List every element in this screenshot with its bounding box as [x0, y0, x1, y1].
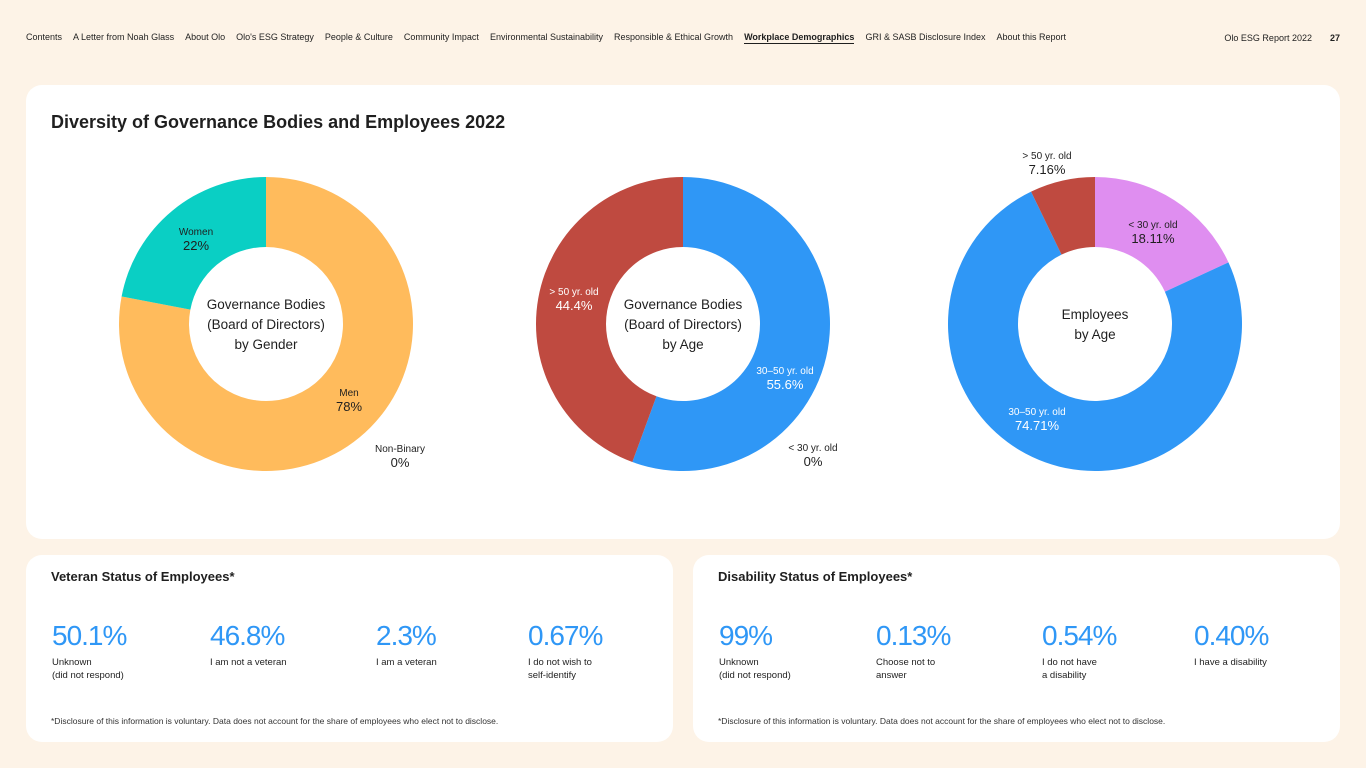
donut-center-label: (Board of Directors)	[624, 317, 742, 332]
donut-slice-1	[118, 177, 413, 471]
nav-item-esg-strategy[interactable]: Olo's ESG Strategy	[236, 32, 314, 42]
nav-item-workplace-demographics[interactable]: Workplace Demographics	[744, 32, 855, 44]
slice-label: < 30 yr. old	[788, 443, 837, 454]
stat-value: 0.40%	[1194, 620, 1269, 651]
slice-value-label: 0%	[804, 454, 823, 469]
nav-item-environmental[interactable]: Environmental Sustainability	[489, 32, 603, 42]
stat-label: Unknown (did not respond)	[719, 657, 791, 681]
slice-value-label: 78%	[336, 399, 362, 414]
stat-label: I do not have a disability	[1042, 657, 1097, 681]
veteran-title: Veteran Status of Employees*	[51, 569, 235, 584]
veteran-stat-veteran: 2.3% I am a veteran	[376, 619, 437, 669]
nav-item-people-culture[interactable]: People & Culture	[324, 32, 393, 42]
nav-item-responsible-growth[interactable]: Responsible & Ethical Growth	[614, 32, 734, 42]
diversity-charts-card: Diversity of Governance Bodies and Emplo…	[26, 85, 1340, 539]
stat-label: I am not a veteran	[210, 657, 287, 668]
stat-value: 0.54%	[1042, 620, 1117, 651]
donut-center-label: Governance Bodies	[624, 297, 743, 312]
nav-item-community-impact[interactable]: Community Impact	[403, 32, 479, 42]
donut-center-label: by Gender	[234, 337, 298, 352]
slice-value-label: 55.6%	[767, 377, 804, 392]
stat-value: 99%	[719, 620, 773, 651]
slice-label: Women	[179, 227, 213, 238]
veteran-status-card: Veteran Status of Employees* 50.1% Unkno…	[26, 555, 673, 742]
disability-stat-choose-not: 0.13% Choose not to answer	[876, 619, 951, 682]
disability-stat-has-disability: 0.40% I have a disability	[1194, 619, 1269, 669]
slice-label: > 50 yr. old	[1022, 151, 1071, 162]
donut-slice-3	[1031, 177, 1095, 255]
slice-value-label: 18.11%	[1131, 231, 1175, 246]
stat-label: I have a disability	[1194, 657, 1267, 668]
donut-center-label: by Age	[662, 337, 703, 352]
slice-value-label: 22%	[183, 238, 209, 253]
slice-value-label: 74.71%	[1015, 418, 1060, 433]
slice-label: Non-Binary	[375, 444, 425, 455]
report-title: Olo ESG Report 2022	[1224, 33, 1312, 43]
veteran-stat-not-veteran: 46.8% I am not a veteran	[210, 619, 287, 669]
top-navigation: Contents A Letter from Noah Glass About …	[26, 31, 1340, 45]
nav-item-contents[interactable]: Contents	[26, 32, 63, 42]
slice-label: 30–50 yr. old	[1008, 407, 1065, 418]
disability-footnote: *Disclosure of this information is volun…	[718, 716, 1166, 726]
nav-right: Olo ESG Report 2022 27	[1224, 33, 1340, 43]
stat-value: 50.1%	[52, 620, 127, 651]
disability-stat-no-disability: 0.54% I do not have a disability	[1042, 619, 1117, 682]
donut-slice-2	[536, 177, 683, 462]
page-title: Diversity of Governance Bodies and Emplo…	[51, 112, 506, 132]
stat-value: 2.3%	[376, 620, 437, 651]
slice-label: > 50 yr. old	[549, 287, 598, 298]
disability-status-card: Disability Status of Employees* 99% Unkn…	[693, 555, 1340, 742]
stat-value: 0.13%	[876, 620, 951, 651]
nav-items: Contents A Letter from Noah Glass About …	[26, 32, 1066, 44]
stat-value: 46.8%	[210, 620, 285, 651]
nav-item-gri-sasb[interactable]: GRI & SASB Disclosure Index	[865, 32, 986, 42]
veteran-stat-unknown: 50.1% Unknown (did not respond)	[52, 619, 127, 682]
donut-slice-2	[121, 176, 266, 310]
donut-center-label: Governance Bodies	[207, 297, 326, 312]
donut-slice-2	[947, 191, 1242, 471]
stat-value: 0.67%	[528, 620, 603, 651]
veteran-stat-no-self-identify: 0.67% I do not wish to self-identify	[528, 619, 603, 682]
donut-center-label: Employees	[1062, 307, 1129, 322]
donut-slice-1	[1095, 177, 1229, 292]
stat-label: Choose not to answer	[876, 657, 936, 681]
stat-label: I do not wish to self-identify	[528, 657, 592, 681]
slice-label: 30–50 yr. old	[756, 366, 813, 377]
slice-value-label: 7.16%	[1029, 162, 1066, 177]
donut-center-label: by Age	[1074, 327, 1115, 342]
slice-label: < 30 yr. old	[1128, 220, 1177, 231]
slice-value-label: 0%	[391, 455, 410, 470]
slice-label: Men	[339, 388, 358, 399]
slice-value-label: 44.4%	[556, 298, 593, 313]
veteran-footnote: *Disclosure of this information is volun…	[51, 716, 499, 726]
donut-slice-1	[632, 177, 830, 471]
donut-center-label: (Board of Directors)	[207, 317, 325, 332]
nav-item-about-olo[interactable]: About Olo	[185, 32, 226, 42]
stat-label: I am a veteran	[376, 657, 437, 668]
nav-item-letter[interactable]: A Letter from Noah Glass	[73, 32, 175, 42]
nav-item-about-report[interactable]: About this Report	[996, 32, 1067, 42]
stat-label: Unknown (did not respond)	[52, 657, 124, 681]
disability-title: Disability Status of Employees*	[718, 569, 913, 584]
page-number: 27	[1329, 33, 1340, 43]
disability-stat-unknown: 99% Unknown (did not respond)	[719, 619, 791, 682]
